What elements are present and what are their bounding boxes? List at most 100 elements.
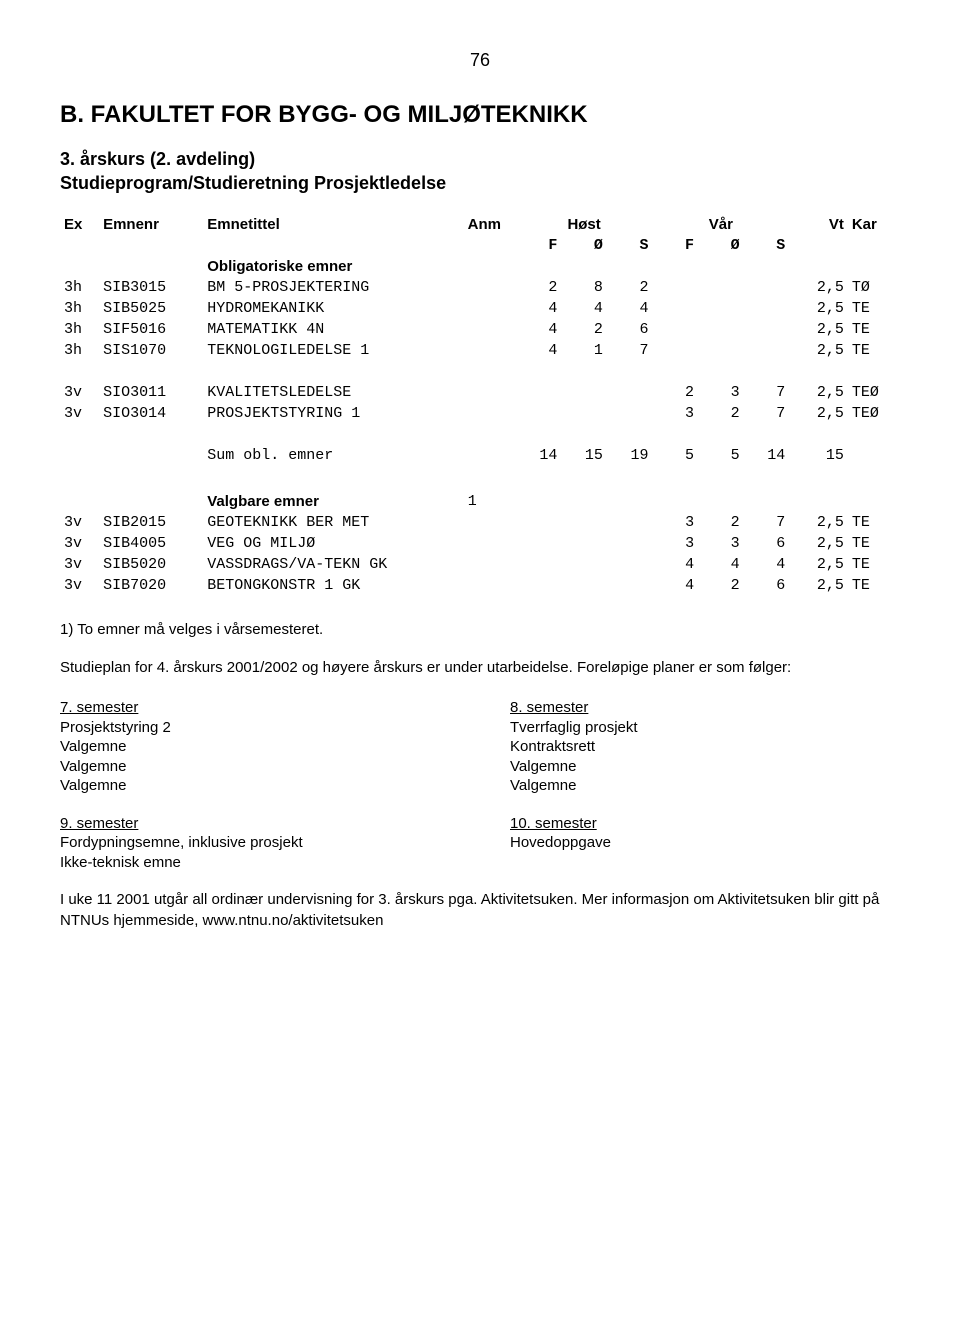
semester-item: Prosjektstyring 2 — [60, 718, 450, 738]
cell — [464, 277, 516, 298]
cell — [464, 340, 516, 361]
col-var-f: F — [652, 235, 698, 256]
cell: 3v — [60, 403, 99, 424]
cell: 3 — [698, 382, 744, 403]
col-var-o: Ø — [698, 235, 744, 256]
cell — [516, 512, 562, 533]
cell: TE — [848, 319, 900, 340]
cell: HYDROMEKANIKK — [203, 298, 463, 319]
cell — [744, 298, 790, 319]
table-row: 3vSIB5020VASSDRAGS/VA-TEKN GK4442,5TE — [60, 554, 900, 575]
semester-9: 9. semesterFordypningsemne, inklusive pr… — [60, 814, 450, 873]
cell — [464, 554, 516, 575]
course-table-obligatory: Ex Emnenr Emnetittel Anm Høst Vår Vt Kar… — [60, 214, 900, 466]
cell — [652, 340, 698, 361]
page-number: 76 — [60, 50, 900, 71]
col-emnenr: Emnenr — [99, 214, 203, 235]
cell — [464, 575, 516, 596]
cell — [464, 533, 516, 554]
semester-item: Hovedoppgave — [510, 833, 900, 853]
cell: 3h — [60, 319, 99, 340]
cell: TEØ — [848, 403, 900, 424]
cell: 3 — [653, 533, 699, 554]
col-var: Vår — [652, 214, 789, 235]
cell: Sum obl. emner — [203, 445, 463, 466]
col-host-f: F — [516, 235, 562, 256]
course-table-elective: Valgbare emner 1 3vSIB2015GEOTEKNIKK BER… — [60, 491, 900, 596]
cell — [652, 277, 698, 298]
cell: 14 — [516, 445, 562, 466]
cell: 3 — [652, 403, 698, 424]
col-vt: Vt — [789, 214, 848, 235]
col-host-s: S — [607, 235, 653, 256]
main-heading: B. FAKULTET FOR BYGG- OG MILJØTEKNIKK — [60, 101, 900, 129]
header-row-1: Ex Emnenr Emnetittel Anm Høst Vår Vt Kar — [60, 214, 900, 235]
cell — [607, 382, 653, 403]
cell: 4 — [653, 575, 699, 596]
cell: 15 — [561, 445, 607, 466]
cell: 2,5 — [789, 403, 848, 424]
cell: VASSDRAGS/VA-TEKN GK — [203, 554, 463, 575]
table-row: 3vSIB7020BETONGKONSTR 1 GK4262,5TE — [60, 575, 900, 596]
cell: 2 — [561, 319, 607, 340]
cell — [607, 533, 653, 554]
cell — [698, 319, 744, 340]
cell — [464, 319, 516, 340]
cell: 6 — [744, 575, 790, 596]
cell: 6 — [744, 533, 790, 554]
cell: 2 — [652, 382, 698, 403]
cell: 2,5 — [789, 554, 848, 575]
cell: 3v — [60, 382, 99, 403]
footer-paragraph: I uke 11 2001 utgår all ordinær undervis… — [60, 890, 900, 931]
cell: SIO3011 — [99, 382, 203, 403]
cell: 1 — [561, 340, 607, 361]
semester-item: Valgemne — [60, 757, 450, 777]
cell: BETONGKONSTR 1 GK — [203, 575, 463, 596]
semester-8: 8. semesterTverrfaglig prosjektKontrakts… — [510, 698, 900, 796]
cell: 2 — [698, 403, 744, 424]
cell — [561, 382, 607, 403]
cell: 3v — [60, 575, 99, 596]
cell — [698, 277, 744, 298]
cell: SIB7020 — [99, 575, 203, 596]
cell: SIB3015 — [99, 277, 203, 298]
cell — [516, 403, 562, 424]
cell: 3h — [60, 277, 99, 298]
table-row: 3vSIB4005VEG OG MILJØ3362,5TE — [60, 533, 900, 554]
cell: 4 — [561, 298, 607, 319]
cell — [561, 512, 607, 533]
table-row: 3hSIB3015BM 5-PROSJEKTERING2822,5TØ — [60, 277, 900, 298]
valgbare-anm: 1 — [464, 491, 516, 512]
cell: 5 — [698, 445, 744, 466]
cell: TEØ — [848, 382, 900, 403]
sub-heading: 3. årskurs (2. avdeling) — [60, 149, 900, 170]
cell: SIB4005 — [99, 533, 203, 554]
cell: 2,5 — [789, 319, 848, 340]
cell: 5 — [652, 445, 698, 466]
cell: 4 — [516, 319, 562, 340]
cell: 3v — [60, 554, 99, 575]
cell — [607, 554, 653, 575]
cell — [561, 575, 607, 596]
cell: 2,5 — [789, 277, 848, 298]
cell: 2 — [516, 277, 562, 298]
cell: SIS1070 — [99, 340, 203, 361]
cell: KVALITETSLEDELSE — [203, 382, 463, 403]
cell — [744, 277, 790, 298]
cell: 2 — [698, 575, 744, 596]
col-var-s: S — [744, 235, 790, 256]
cell — [652, 298, 698, 319]
cell — [698, 298, 744, 319]
cell: 7 — [744, 382, 790, 403]
semester-heading: 7. semester — [60, 698, 450, 718]
cell — [464, 403, 516, 424]
table-row: 3vSIB2015GEOTEKNIKK BER MET3272,5TE — [60, 512, 900, 533]
cell — [464, 445, 516, 466]
cell — [607, 512, 653, 533]
semester-item: Valgemne — [510, 776, 900, 796]
table-row: 3vSIO3011KVALITETSLEDELSE2372,5TEØ — [60, 382, 900, 403]
cell: 7 — [744, 403, 790, 424]
cell — [60, 445, 99, 466]
col-host: Høst — [516, 214, 653, 235]
cell: SIF5016 — [99, 319, 203, 340]
